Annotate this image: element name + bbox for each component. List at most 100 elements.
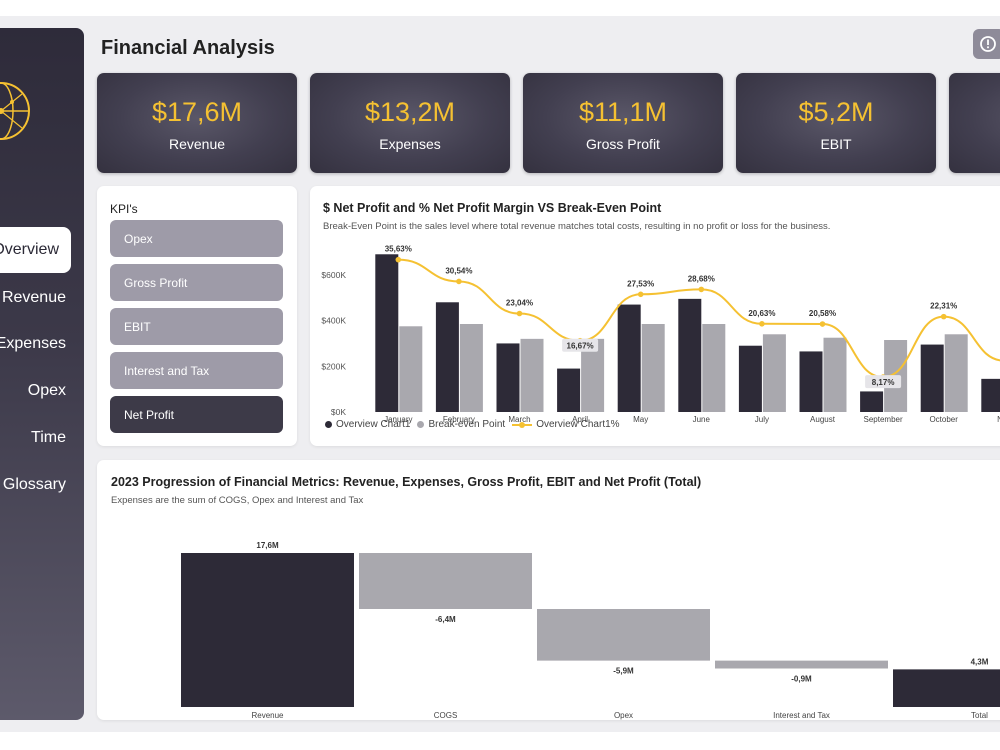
sidebar-item-label: Overview bbox=[0, 241, 59, 258]
waterfall-category-label: COGS bbox=[434, 711, 458, 720]
bar-break-even[interactable] bbox=[641, 324, 665, 412]
waterfall-bar[interactable] bbox=[715, 660, 888, 669]
bar-net-profit[interactable] bbox=[617, 304, 641, 412]
info-button[interactable] bbox=[973, 29, 1000, 59]
margin-label: 28,68% bbox=[688, 274, 715, 283]
bar-break-even[interactable] bbox=[459, 324, 483, 412]
x-tick-label: July bbox=[755, 415, 769, 424]
legend-swatch-break-even bbox=[417, 421, 425, 428]
kpi-button-opex[interactable]: Opex bbox=[110, 220, 283, 257]
bar-break-even[interactable] bbox=[762, 334, 786, 412]
bar-net-profit[interactable] bbox=[557, 368, 581, 412]
kpi-button-ebit[interactable]: EBIT bbox=[110, 308, 283, 345]
waterfall-category-label: Total bbox=[971, 711, 988, 720]
kpi-card-gross-profit: $11,1M Gross Profit bbox=[523, 73, 723, 173]
waterfall-value-label: -0,9M bbox=[791, 675, 812, 684]
margin-label: 35,63% bbox=[385, 245, 412, 254]
bar-net-profit[interactable] bbox=[981, 378, 1000, 412]
waterfall-bar[interactable] bbox=[359, 553, 532, 609]
bar-net-profit[interactable] bbox=[738, 345, 762, 412]
kpi-card-value: $13,2M bbox=[364, 97, 456, 127]
sidebar-item-opex[interactable]: Opex bbox=[0, 368, 80, 414]
kpi-button-interest-and-tax[interactable]: Interest and Tax bbox=[110, 352, 283, 389]
bar-net-profit[interactable] bbox=[920, 344, 944, 412]
legend-item-break-even[interactable]: Break-even Point bbox=[428, 419, 506, 430]
margin-point[interactable] bbox=[759, 321, 765, 327]
bar-net-profit[interactable] bbox=[435, 302, 459, 412]
sidebar-item-label: Opex bbox=[27, 382, 66, 399]
sidebar-item-expenses[interactable]: Expenses bbox=[0, 321, 80, 367]
legend-swatch-line bbox=[512, 421, 533, 428]
margin-label-bg bbox=[865, 375, 902, 389]
bar-break-even[interactable] bbox=[581, 338, 605, 412]
x-tick-label: January bbox=[384, 415, 412, 424]
bar-net-profit[interactable] bbox=[678, 298, 702, 412]
sidebar-item-label: Revenue bbox=[1, 289, 66, 306]
bar-break-even[interactable] bbox=[399, 326, 423, 412]
x-tick-label: May bbox=[633, 415, 648, 424]
waterfall-bar[interactable] bbox=[893, 669, 1000, 707]
margin-point[interactable] bbox=[819, 321, 826, 327]
sidebar-item-revenue[interactable]: Revenue bbox=[0, 275, 80, 321]
kpi-card-expenses: $13,2M Expenses bbox=[310, 73, 510, 173]
kpi-button-gross-profit[interactable]: Gross Profit bbox=[110, 264, 283, 301]
sidebar-item-label: Time bbox=[31, 429, 66, 446]
kpi-card-value: $17,6M bbox=[151, 97, 243, 127]
bar-net-profit[interactable] bbox=[799, 351, 823, 412]
legend-item-line[interactable]: Overview Chart1% bbox=[536, 419, 620, 430]
sidebar-item-label: Expenses bbox=[0, 335, 66, 352]
margin-label-bg bbox=[562, 338, 599, 352]
kpi-card-label: Revenue bbox=[168, 136, 226, 152]
globe-logo-icon bbox=[0, 82, 30, 140]
dashboard-canvas: OverviewRevenueExpensesOpexTimeGlossary … bbox=[0, 16, 1000, 732]
bar-break-even[interactable] bbox=[702, 324, 726, 412]
margin-label: 30,54% bbox=[445, 266, 472, 275]
margin-point[interactable] bbox=[940, 313, 947, 320]
bar-net-profit[interactable] bbox=[860, 391, 884, 412]
bar-break-even[interactable] bbox=[944, 334, 968, 412]
bar-net-profit[interactable] bbox=[496, 343, 520, 412]
sidebar-item-overview[interactable]: Overview bbox=[0, 227, 71, 273]
bar-net-profit[interactable] bbox=[375, 254, 399, 412]
x-tick-label: Nov bbox=[997, 415, 1000, 424]
y-tick-label: $200K bbox=[321, 361, 346, 371]
sidebar-item-label: Glossary bbox=[2, 476, 66, 493]
sidebar-item-glossary[interactable]: Glossary bbox=[0, 462, 80, 508]
waterfall-value-label: 4,3M bbox=[971, 657, 989, 666]
margin-point[interactable] bbox=[395, 256, 402, 263]
sidebar: Overview Revenue Expenses Opex Time Glossary bbox=[0, 28, 84, 720]
net-profit-chart: $0K $200K $400K $600K January February March Ap… bbox=[321, 245, 1000, 424]
margin-point[interactable] bbox=[516, 310, 523, 317]
waterfall-value-label: -5,9M bbox=[613, 667, 634, 676]
sidebar-item-time[interactable]: Time bbox=[0, 415, 80, 461]
waterfall-value-label: -6,4M bbox=[435, 615, 456, 624]
waterfall-bar[interactable] bbox=[537, 609, 710, 661]
info-icon bbox=[980, 36, 996, 52]
kpi-card-value: $11,1M bbox=[578, 97, 668, 127]
kpi-card-partial bbox=[949, 73, 1000, 173]
waterfall-chart-panel: 2023 Progression of Financial Metrics: R… bbox=[97, 460, 1000, 720]
waterfall-category-label: Opex bbox=[614, 711, 633, 720]
margin-label: 20,58% bbox=[809, 309, 836, 318]
waterfall-bar[interactable] bbox=[181, 553, 354, 707]
kpi-card-revenue: $17,6M Revenue bbox=[97, 73, 297, 173]
margin-point[interactable] bbox=[637, 291, 644, 298]
legend-item-bars[interactable]: Overview Chart1 bbox=[336, 419, 411, 430]
kpi-panel-title: KPI's bbox=[110, 202, 138, 216]
waterfall-category-label: Revenue bbox=[251, 711, 284, 720]
page-title: Financial Analysis bbox=[101, 37, 275, 59]
bar-break-even[interactable] bbox=[520, 338, 544, 412]
waterfall-value-label: 17,6M bbox=[256, 541, 279, 550]
margin-point[interactable] bbox=[698, 286, 705, 293]
x-tick-label: April bbox=[572, 415, 588, 424]
kpi-card-label: Gross Profit bbox=[586, 136, 660, 152]
kpi-button-net-profit[interactable]: Net Profit bbox=[110, 396, 283, 433]
waterfall-category-label: Interest and Tax bbox=[773, 711, 830, 720]
margin-point[interactable] bbox=[456, 278, 462, 285]
kpi-selector-panel: KPI's Opex Gross Profit EBIT Interest and T… bbox=[97, 186, 297, 446]
margin-label: 8,17% bbox=[872, 378, 895, 387]
bar-break-even[interactable] bbox=[823, 337, 847, 412]
net-profit-chart-legend: Overview Chart1 Break-even Point Overvie… bbox=[325, 419, 620, 430]
kpi-card-label: Expenses bbox=[379, 136, 441, 152]
kpi-card-value: $5,2M bbox=[798, 97, 874, 127]
